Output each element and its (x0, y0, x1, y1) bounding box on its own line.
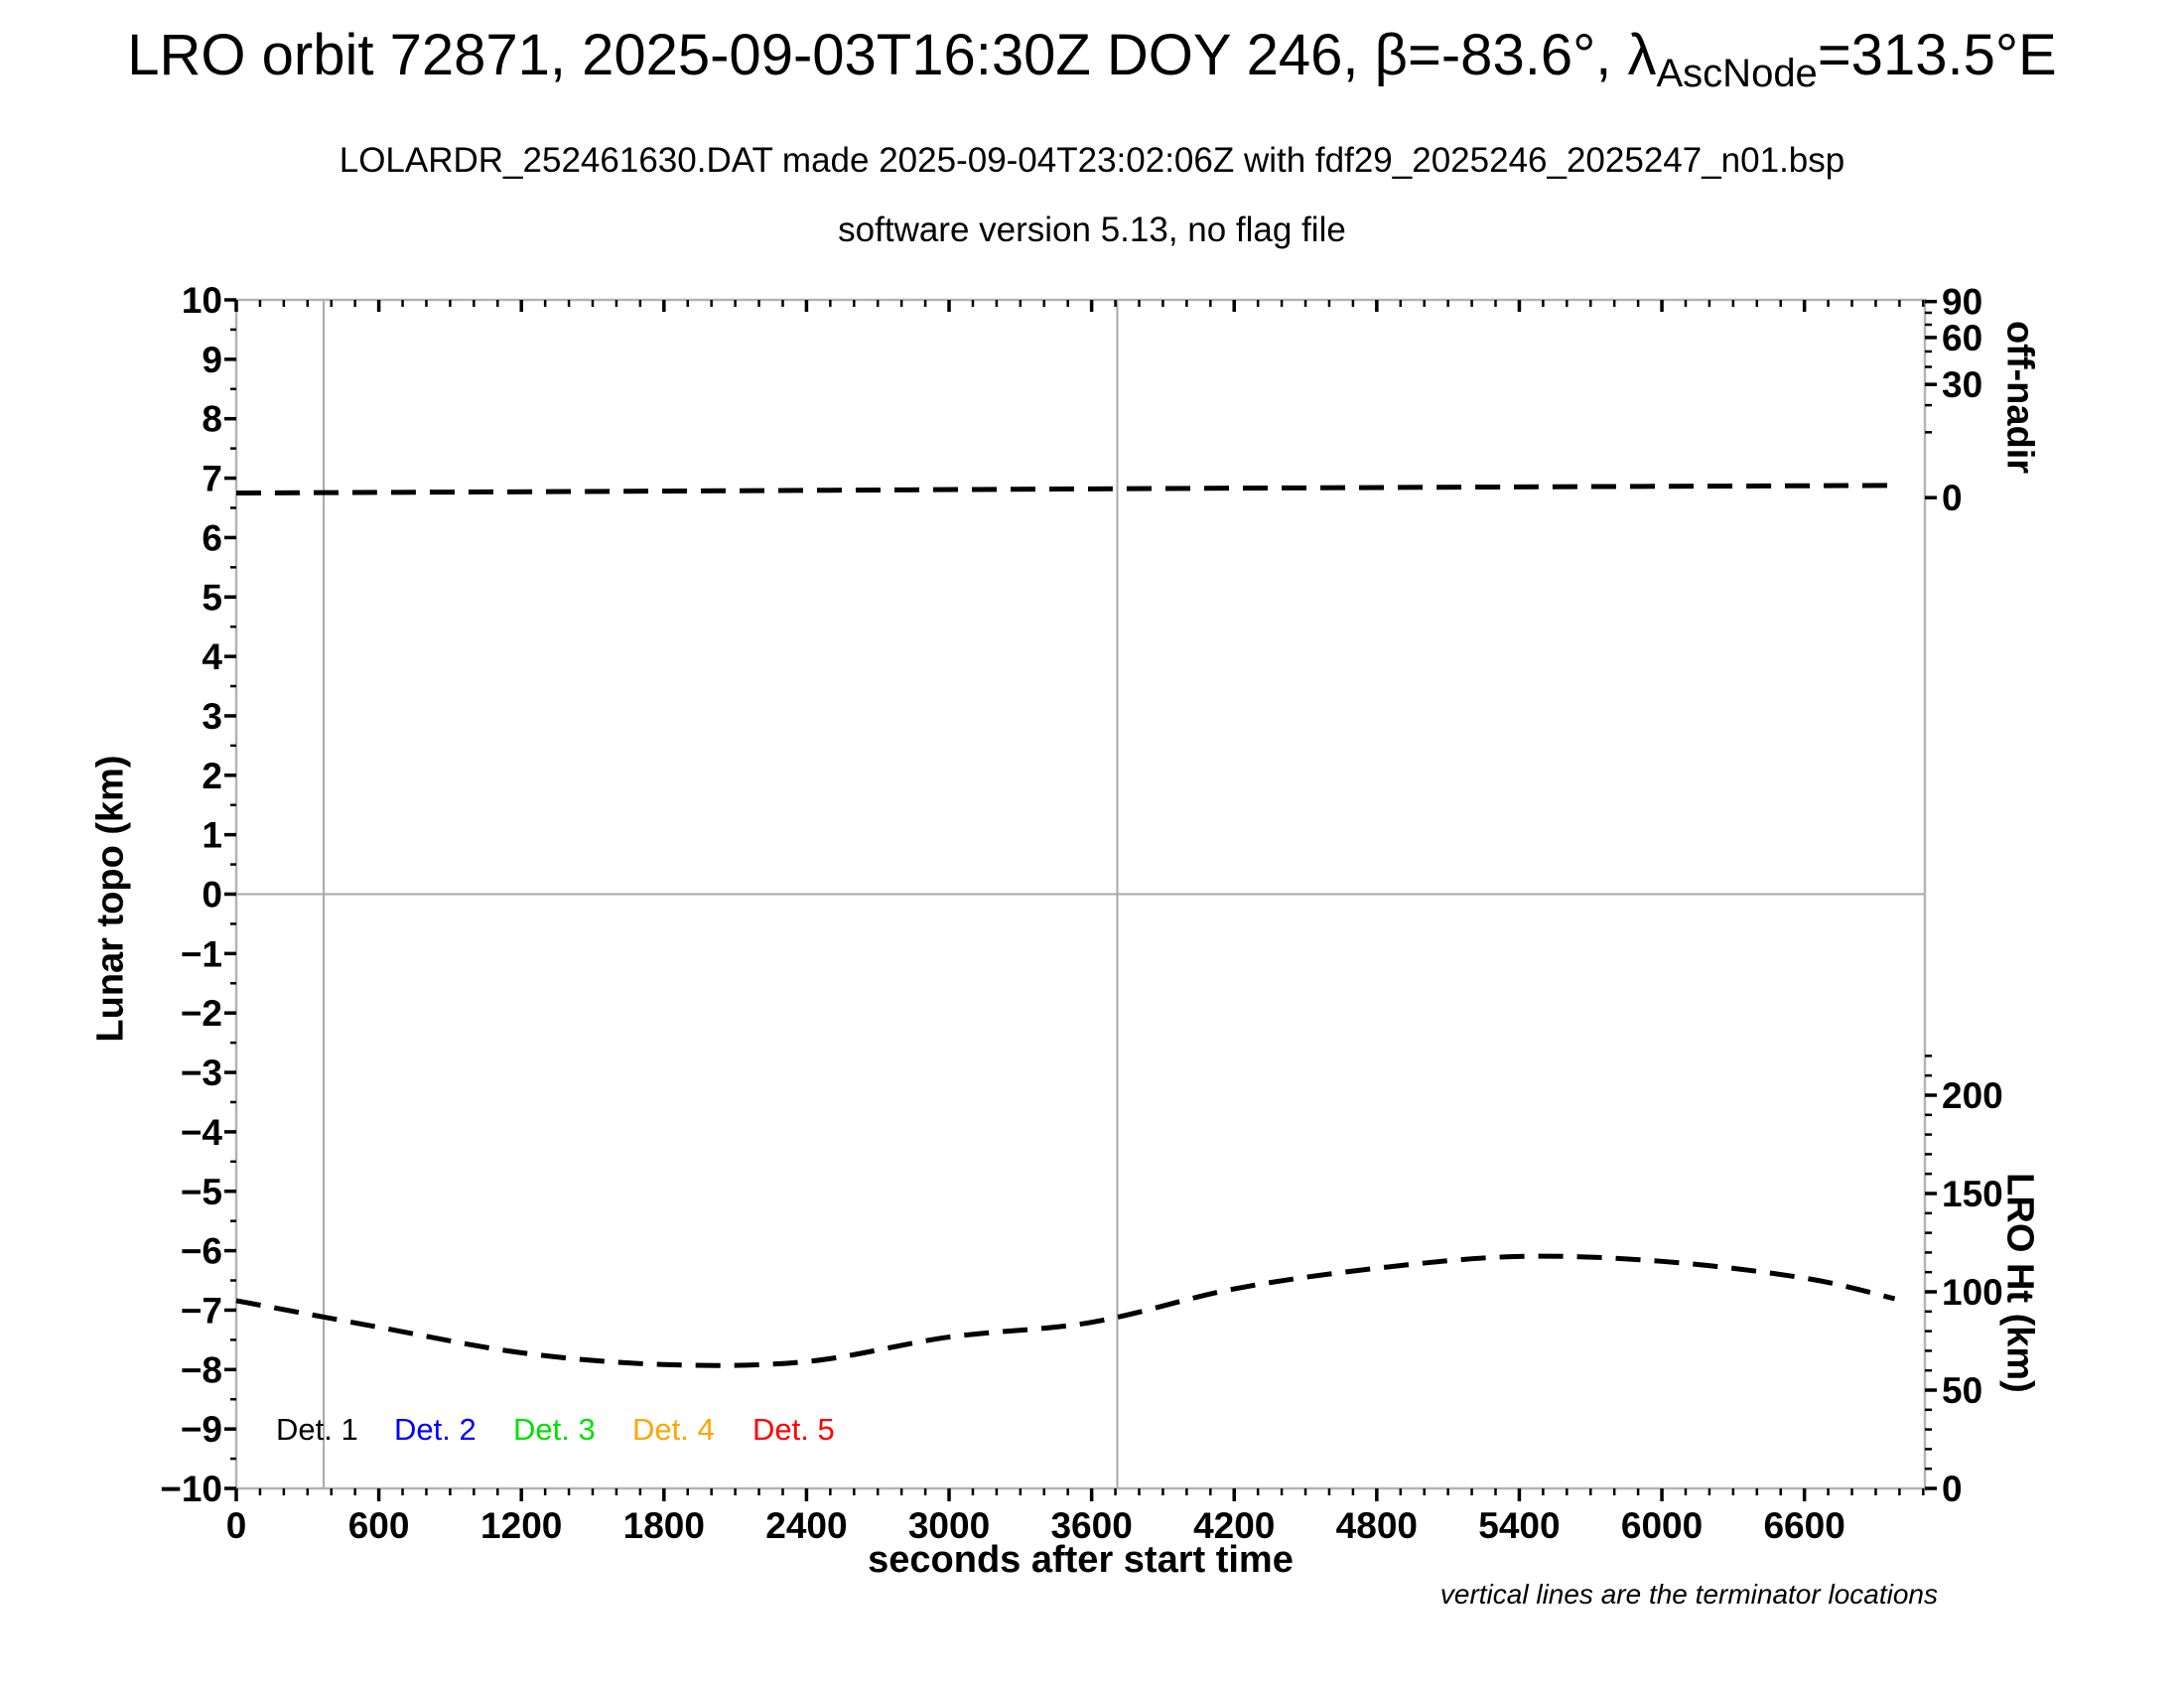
lro-height-axis-title: LRO Ht (km) (1998, 1173, 2041, 1393)
svg-text:4: 4 (202, 636, 222, 677)
svg-text:200: 200 (1942, 1075, 2003, 1116)
lro-height-line (235, 1253, 1896, 1368)
svg-text:600: 600 (348, 1505, 410, 1546)
svg-text:0: 0 (1942, 1469, 1963, 1509)
svg-text:2: 2 (202, 756, 222, 796)
terminator-note: vertical lines are the terminator locati… (1439, 1579, 1938, 1610)
svg-text:4200: 4200 (1193, 1505, 1275, 1546)
legend-det-5: Det. 5 (752, 1412, 835, 1447)
legend-det-2: Det. 2 (394, 1412, 477, 1447)
svg-text:60: 60 (1942, 318, 1982, 358)
svg-text:1800: 1800 (623, 1505, 705, 1546)
svg-text:9: 9 (202, 340, 222, 380)
svg-text:90: 90 (1942, 282, 1982, 323)
svg-text:3600: 3600 (1050, 1505, 1132, 1546)
legend-det-3: Det. 3 (513, 1412, 596, 1447)
y-axis-left-title: Lunar topo (km) (89, 755, 132, 1043)
off-nadir-line (235, 483, 1900, 496)
svg-text:10: 10 (182, 280, 222, 321)
svg-text:−10: −10 (160, 1469, 222, 1509)
x-axis-ticks: 0 600 1200 1800 2400 3000 3600 4200 4800 5400 6000… (226, 300, 1925, 1546)
svg-text:−5: −5 (181, 1172, 222, 1212)
svg-text:0: 0 (1942, 478, 1963, 518)
svg-text:50: 50 (1942, 1370, 1982, 1411)
svg-text:−9: −9 (181, 1409, 222, 1450)
svg-text:6: 6 (202, 517, 222, 558)
svg-text:4800: 4800 (1336, 1505, 1418, 1546)
svg-text:−6: −6 (181, 1231, 222, 1272)
svg-text:5400: 5400 (1478, 1505, 1560, 1546)
subtitle-file-info: LOLARDR_252461630.DAT made 2025-09-04T23… (339, 141, 1845, 180)
legend-det-4: Det. 4 (632, 1412, 715, 1447)
svg-text:−2: −2 (181, 993, 222, 1034)
title-main: LRO orbit 72871, 2025-09-03T16:30Z DOY 2… (127, 23, 1657, 87)
svg-text:1: 1 (202, 815, 222, 856)
svg-text:−7: −7 (181, 1290, 222, 1331)
svg-text:−1: −1 (181, 933, 222, 974)
legend-det-1: Det. 1 (276, 1412, 358, 1447)
svg-text:2400: 2400 (765, 1505, 847, 1546)
svg-text:100: 100 (1942, 1272, 2003, 1313)
off-nadir-axis-title: off-nadir (1998, 320, 2041, 475)
subtitle-software-version: software version 5.13, no flag file (838, 211, 1346, 249)
svg-text:3: 3 (202, 696, 222, 737)
svg-text:−4: −4 (181, 1112, 223, 1153)
svg-text:8: 8 (202, 399, 222, 440)
svg-text:5: 5 (202, 577, 222, 618)
title-suffix: =313.5°E (1817, 23, 2057, 87)
svg-text:3000: 3000 (908, 1505, 990, 1546)
terminator-lines (323, 300, 1119, 1488)
svg-text:30: 30 (1942, 364, 1982, 405)
page-title: LRO orbit 72871, 2025-09-03T16:30Z DOY 2… (0, 22, 2184, 95)
svg-text:−8: −8 (181, 1349, 222, 1390)
svg-text:−3: −3 (181, 1053, 222, 1093)
svg-text:1200: 1200 (480, 1505, 562, 1546)
svg-text:6000: 6000 (1621, 1505, 1703, 1546)
svg-text:6600: 6600 (1763, 1505, 1844, 1546)
svg-text:0: 0 (226, 1505, 247, 1546)
title-subscript: AscNode (1656, 52, 1818, 95)
x-axis-title: seconds after start time (868, 1539, 1294, 1581)
svg-text:7: 7 (202, 459, 222, 499)
lro-ht-axis-ticks: 0 50 100 150 200 (1925, 1055, 2003, 1509)
svg-text:150: 150 (1942, 1174, 2003, 1214)
svg-text:0: 0 (202, 875, 222, 915)
